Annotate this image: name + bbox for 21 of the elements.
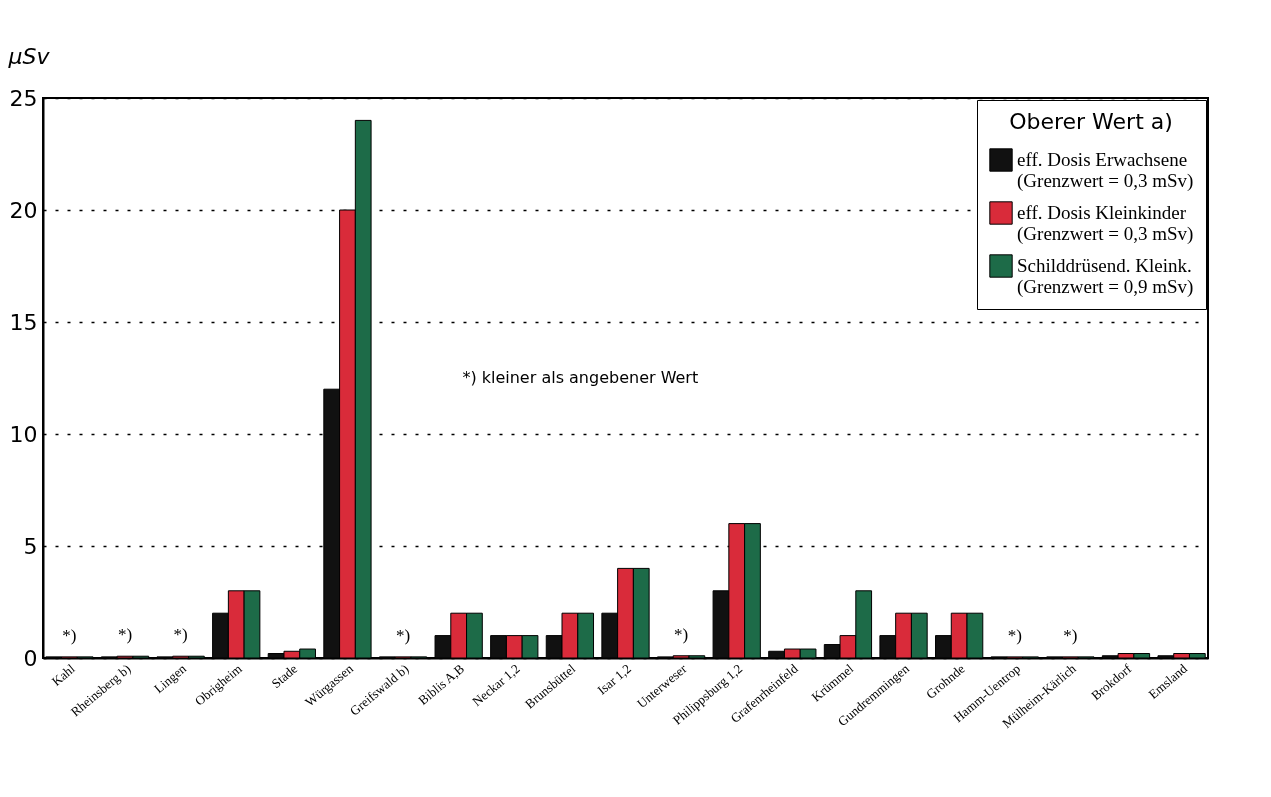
annotation: *) [674,624,689,644]
annotation: *) kleiner als angebener Wert [462,368,699,387]
annotation: *) [173,625,188,645]
y-tick-label: 20 [9,197,38,223]
legend-title: Oberer Wert a) [1009,109,1173,134]
annotation: *) [62,625,77,645]
x-tick-label: Isar 1,2 [594,660,634,698]
y-tick-label: 5 [23,533,38,559]
y-tick-label: 10 [9,421,38,447]
y-tick-label: 0 [23,645,38,671]
legend-label: Schilddrüsend. Kleink. (Grenzwert = 0,9 mSv) [1017,255,1194,298]
annotation: *) [1063,625,1078,645]
annotation: *) [117,625,133,645]
annotation: *) [1007,625,1022,645]
legend-label: eff. Dosis Erwachsene (Grenzwert = 0,3 mSv) [1017,149,1194,192]
legend-label: eff. Dosis Kleinkinder (Grenzwert = 0,3 mSv) [1017,202,1194,245]
x-tick-label: Stade [268,660,301,692]
annotation: *) [395,625,411,645]
y-tick-label: 25 [9,85,38,111]
y-axis-title: µSv [7,43,51,69]
y-tick-label: 15 [9,309,38,335]
